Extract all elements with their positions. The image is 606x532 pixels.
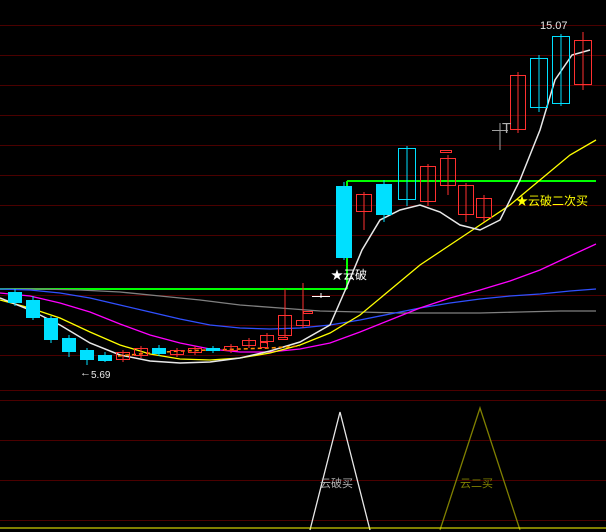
price-low-arrow: ←	[80, 367, 91, 379]
candlestick	[188, 346, 202, 355]
sub-label-second: 云二买	[460, 475, 493, 491]
candlestick	[356, 192, 372, 230]
candlestick	[170, 348, 184, 357]
candlestick	[224, 344, 238, 353]
grid-line	[0, 235, 606, 236]
candlestick	[376, 180, 392, 222]
signal-mark	[303, 311, 313, 314]
candlestick	[44, 316, 58, 343]
candlestick	[80, 348, 94, 365]
candlestick	[398, 146, 416, 206]
candlestick	[206, 346, 220, 353]
candlestick	[440, 155, 456, 195]
candlestick	[62, 335, 76, 357]
second-buy-marker: ★云破二次买	[516, 192, 588, 209]
grid-line	[0, 145, 606, 146]
candlestick	[98, 352, 112, 362]
price-low-label: 5.69	[91, 370, 110, 381]
candlestick	[552, 34, 570, 106]
candlestick	[134, 346, 148, 358]
candlestick	[510, 72, 526, 133]
grid-line	[0, 400, 606, 401]
grid-line	[0, 480, 606, 481]
grid-line	[0, 440, 606, 441]
candlestick	[296, 283, 310, 328]
t-marker: T	[502, 120, 511, 137]
grid-line	[0, 55, 606, 56]
stock-chart: 15.07 5.69 ← ★云破 ★云破二次买 T 云破买 云二买	[0, 0, 606, 532]
price-high-label: 15.07	[540, 20, 568, 32]
candlestick	[336, 182, 352, 260]
grid-line	[0, 520, 606, 521]
signal-mark	[278, 337, 288, 340]
sub-label-breakout: 云破买	[320, 475, 353, 491]
candlestick	[116, 350, 130, 362]
candlestick	[8, 289, 22, 306]
candlestick	[26, 296, 40, 320]
candlestick	[530, 55, 548, 112]
signal-mark	[260, 342, 268, 348]
candlestick	[242, 338, 256, 348]
signal-mark	[440, 150, 452, 153]
candlestick	[476, 195, 492, 222]
grid-line	[0, 25, 606, 26]
candlestick	[314, 293, 328, 298]
candlestick	[278, 289, 292, 338]
grid-line	[0, 175, 606, 176]
candlestick	[574, 32, 592, 90]
candlestick	[420, 164, 436, 206]
breakout-marker: ★云破	[331, 266, 367, 283]
candlestick	[458, 183, 474, 222]
candlestick	[152, 345, 166, 356]
grid-line	[0, 265, 606, 266]
